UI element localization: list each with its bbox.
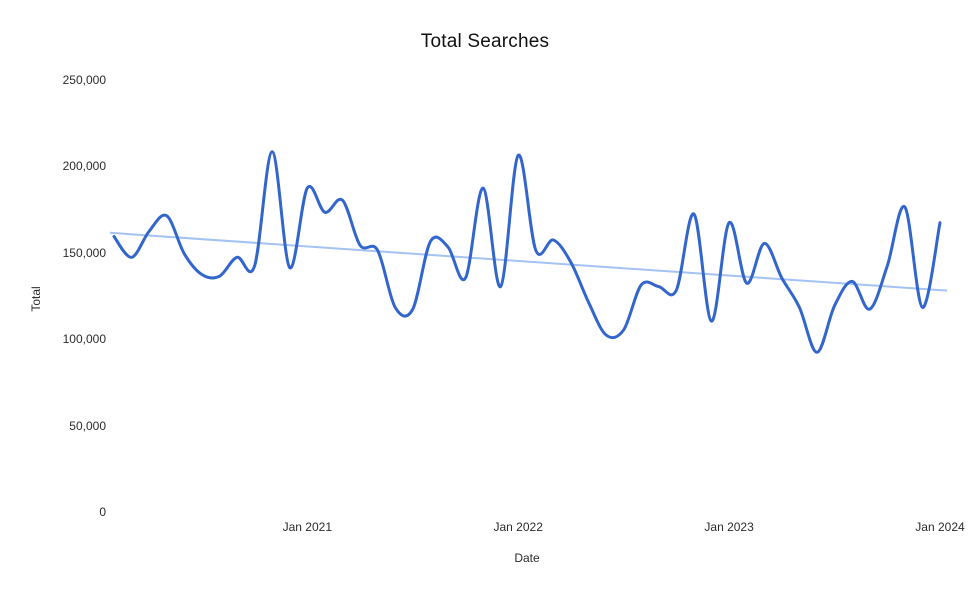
y-tick-label: 50,000 [69,418,106,433]
x-axis-title: Date [514,551,540,565]
trend-line [109,231,948,292]
y-tick-label: 100,000 [62,332,106,347]
series-line-total [112,150,942,354]
y-axis-title: Total [29,286,43,312]
x-tick-label: Jan 2024 [915,520,965,534]
x-tick-label: Jan 2023 [704,520,754,534]
x-tick-label: Jan 2022 [493,520,543,534]
y-tick-label: 150,000 [62,245,106,260]
y-tick-label: 0 [99,505,106,519]
x-tick-label: Jan 2021 [282,520,332,534]
y-tick-label: 200,000 [62,159,106,174]
y-tick-label: 250,000 [62,73,106,87]
chart-title: Total Searches [420,31,550,52]
